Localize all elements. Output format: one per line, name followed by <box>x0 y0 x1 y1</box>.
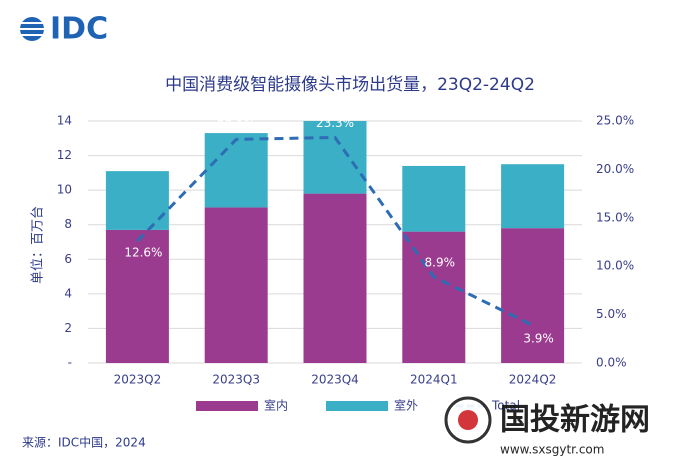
y-axis-label: 单位：百万台 <box>31 206 46 284</box>
plot: - 2 4 6 8 10 12 14 0.0% 5.0% 10.0% 15.0% 20.0% 25.0% 2… <box>57 114 634 413</box>
y-tick-label: 14 <box>57 114 72 128</box>
y2-tick-label: 10.0% <box>596 259 634 273</box>
bar <box>402 231 466 363</box>
data-label: 3.9% <box>523 332 554 346</box>
bar <box>105 229 169 363</box>
bar <box>303 121 367 194</box>
y2-tick-label: 0.0% <box>596 356 627 370</box>
bar <box>204 133 268 208</box>
y2-tick-label: 5.0% <box>596 307 627 321</box>
x-tick-label: 2024Q2 <box>509 373 557 387</box>
bar <box>501 164 565 229</box>
y-tick-label: 6 <box>64 252 72 266</box>
bar <box>303 193 367 363</box>
bar <box>204 207 268 363</box>
y-tick-label: 2 <box>64 321 72 335</box>
y-tick-label: 10 <box>57 183 72 197</box>
line <box>136 135 534 327</box>
x-tick-label: 2023Q2 <box>114 373 162 387</box>
watermark-name: 国投新游网 <box>500 403 650 438</box>
x-tick-label: 2023Q3 <box>212 373 260 387</box>
legend-swatch <box>196 401 258 411</box>
bar <box>501 228 565 363</box>
data-label: 12.6% <box>124 246 162 260</box>
y2-tick-label: 25.0% <box>596 114 634 128</box>
legend-swatch <box>326 401 388 411</box>
legend-label: 室内 <box>264 398 288 413</box>
legend-label: Total <box>491 399 520 413</box>
watermark-url: www.sxsgytr.com <box>500 443 604 457</box>
logo: IDC <box>50 12 108 47</box>
x-tick-label: 2023Q4 <box>311 373 359 387</box>
y-tick-label: 4 <box>64 286 72 300</box>
y2-tick-label: 15.0% <box>596 210 634 224</box>
data-label: 23.1% <box>217 118 255 132</box>
legend-label: 室外 <box>394 398 418 413</box>
y-tick-label: 12 <box>57 148 72 162</box>
y-tick-label: 8 <box>64 217 72 231</box>
y2-tick-label: 20.0% <box>596 162 634 176</box>
y-tick-label: - <box>68 356 72 370</box>
data-label: 23.3% <box>316 116 354 130</box>
watermark: 国投新游网 www.sxsgytr.com <box>444 396 650 457</box>
bar <box>105 171 169 230</box>
x-tick-label: 2024Q1 <box>410 373 458 387</box>
chart-title: 中国消费级智能摄像头市场出货量，23Q2-24Q2 <box>165 75 535 95</box>
logo-mark <box>20 17 44 41</box>
bar <box>402 165 466 232</box>
source: 来源：IDC中国，2024 <box>22 435 146 450</box>
data-label: 8.9% <box>425 255 456 269</box>
